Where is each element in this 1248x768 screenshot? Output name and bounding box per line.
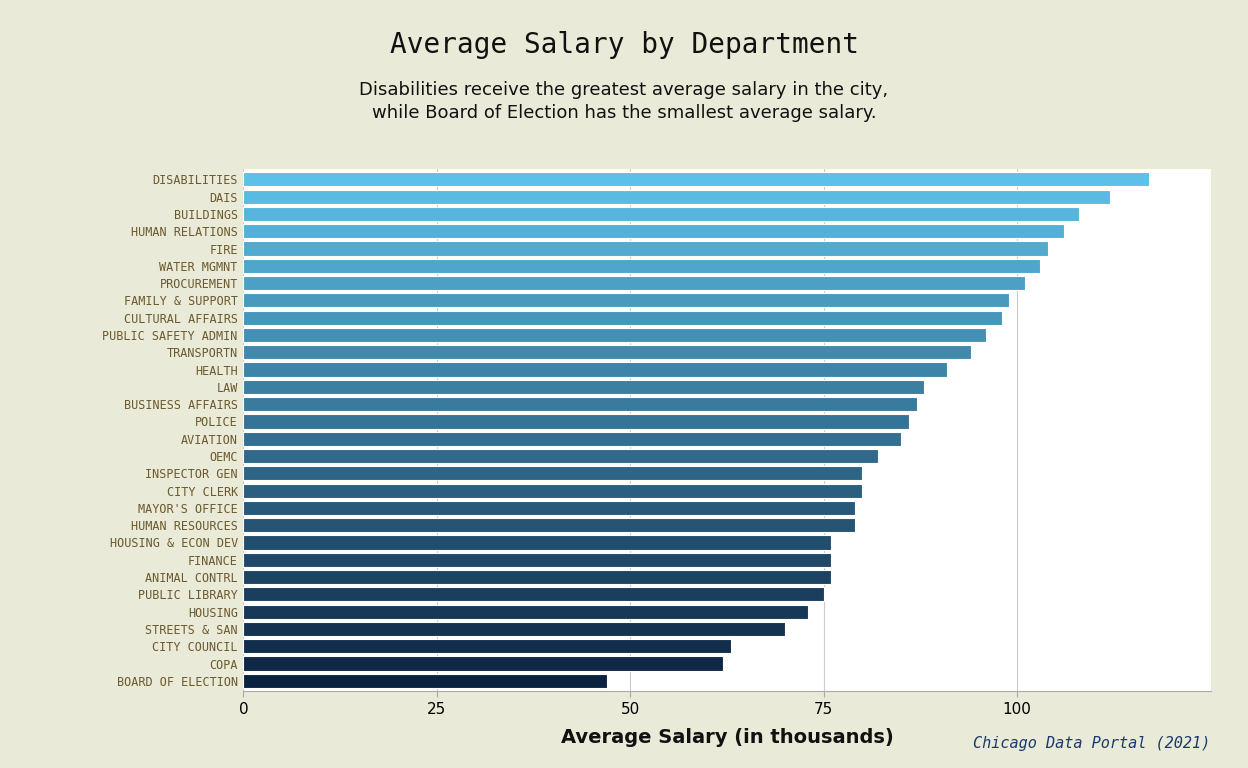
Bar	[243, 432, 901, 445]
Bar	[243, 588, 824, 601]
Bar	[243, 207, 1080, 221]
Bar	[243, 172, 1148, 187]
Bar	[243, 415, 909, 429]
Bar	[243, 379, 925, 394]
Bar	[243, 259, 1041, 273]
Bar	[243, 674, 607, 688]
Bar	[243, 276, 1025, 290]
Bar	[243, 639, 731, 654]
Bar	[243, 449, 877, 463]
Text: Chicago Data Portal (2021): Chicago Data Portal (2021)	[973, 736, 1211, 751]
Bar	[243, 397, 916, 411]
Bar	[243, 622, 785, 636]
Bar	[243, 362, 947, 376]
Bar	[243, 310, 1002, 325]
Bar	[243, 466, 862, 481]
Bar	[243, 190, 1109, 204]
Bar	[243, 657, 723, 670]
Bar	[243, 345, 971, 359]
Bar	[243, 518, 855, 532]
Bar	[243, 241, 1048, 256]
Bar	[243, 570, 831, 584]
Bar	[243, 484, 862, 498]
Bar	[243, 328, 986, 342]
Bar	[243, 293, 1010, 307]
Bar	[243, 501, 855, 515]
Bar	[243, 535, 831, 550]
Bar	[243, 553, 831, 567]
Text: Average Salary by Department: Average Salary by Department	[389, 31, 859, 58]
Bar	[243, 604, 809, 619]
Text: Disabilities receive the greatest average salary in the city,
while Board of Ele: Disabilities receive the greatest averag…	[359, 81, 889, 122]
X-axis label: Average Salary (in thousands): Average Salary (in thousands)	[560, 728, 894, 746]
Bar	[243, 224, 1063, 238]
